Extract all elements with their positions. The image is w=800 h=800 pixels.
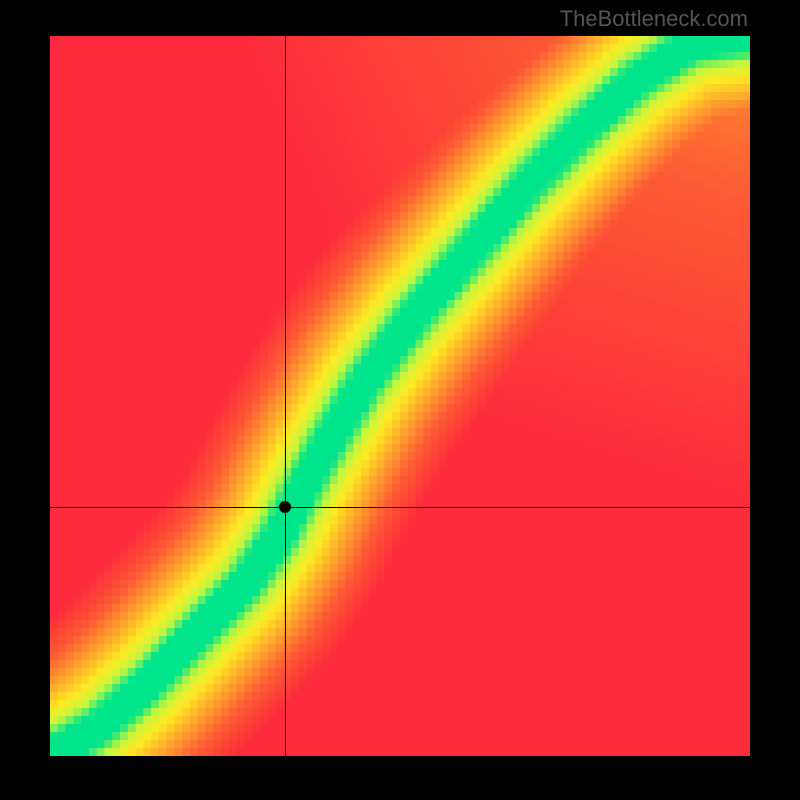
heatmap-plot	[50, 36, 750, 756]
crosshair-horizontal	[50, 507, 750, 508]
data-point-marker	[279, 501, 291, 513]
heatmap-svg	[50, 36, 750, 756]
watermark-text: TheBottleneck.com	[560, 6, 748, 32]
crosshair-vertical	[285, 36, 286, 756]
